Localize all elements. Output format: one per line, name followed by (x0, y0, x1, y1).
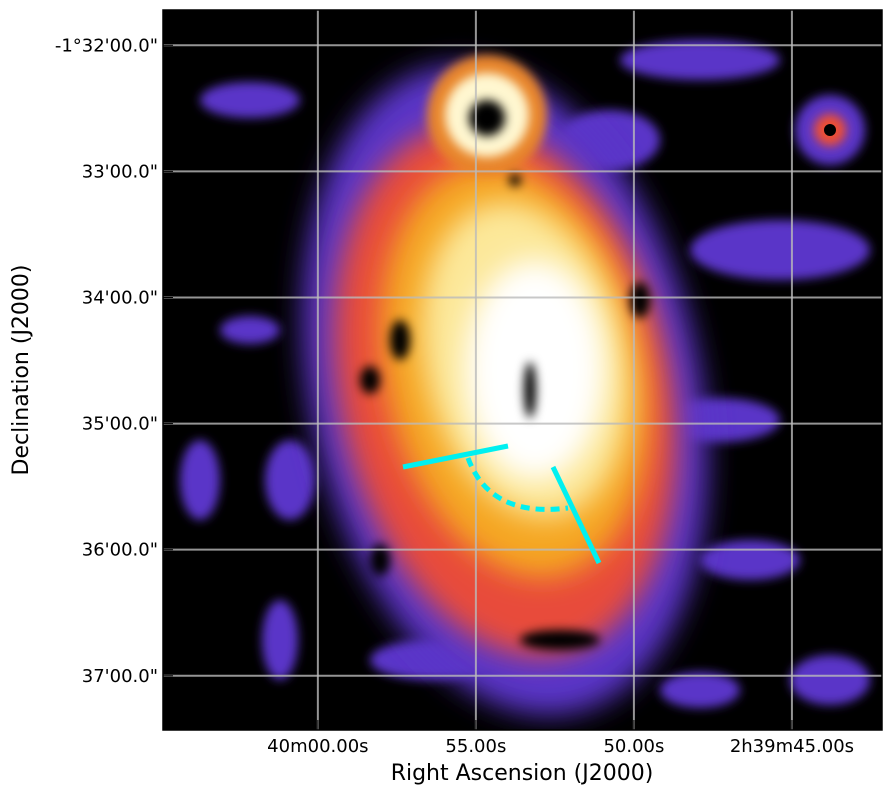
x-tick-label: 2h39m45.00s (730, 736, 854, 757)
annotation-lines (402, 443, 602, 565)
y-tick-label: 36'00.0" (82, 540, 158, 561)
grid (163, 10, 882, 730)
y-tick-label: 35'00.0" (82, 414, 158, 435)
plot-frame (162, 9, 883, 731)
y-tick-label: -1°32'00.0" (55, 35, 158, 56)
x-tick-label: 50.00s (603, 736, 664, 757)
y-tick-label: 33'00.0" (82, 161, 158, 182)
y-tick-label: 34'00.0" (82, 287, 158, 308)
cyan-dashed-arc (465, 457, 569, 512)
y-tick-label: 37'00.0" (82, 666, 158, 687)
sky-image (163, 10, 882, 730)
y-axis-label: Declination (J2000) (9, 265, 34, 476)
cyan-line (402, 443, 509, 470)
x-tick-label: 40m00.00s (267, 736, 368, 757)
x-tick-label: 55.00s (445, 736, 506, 757)
x-axis-label: Right Ascension (J2000) (391, 761, 654, 786)
cyan-line (550, 465, 602, 565)
